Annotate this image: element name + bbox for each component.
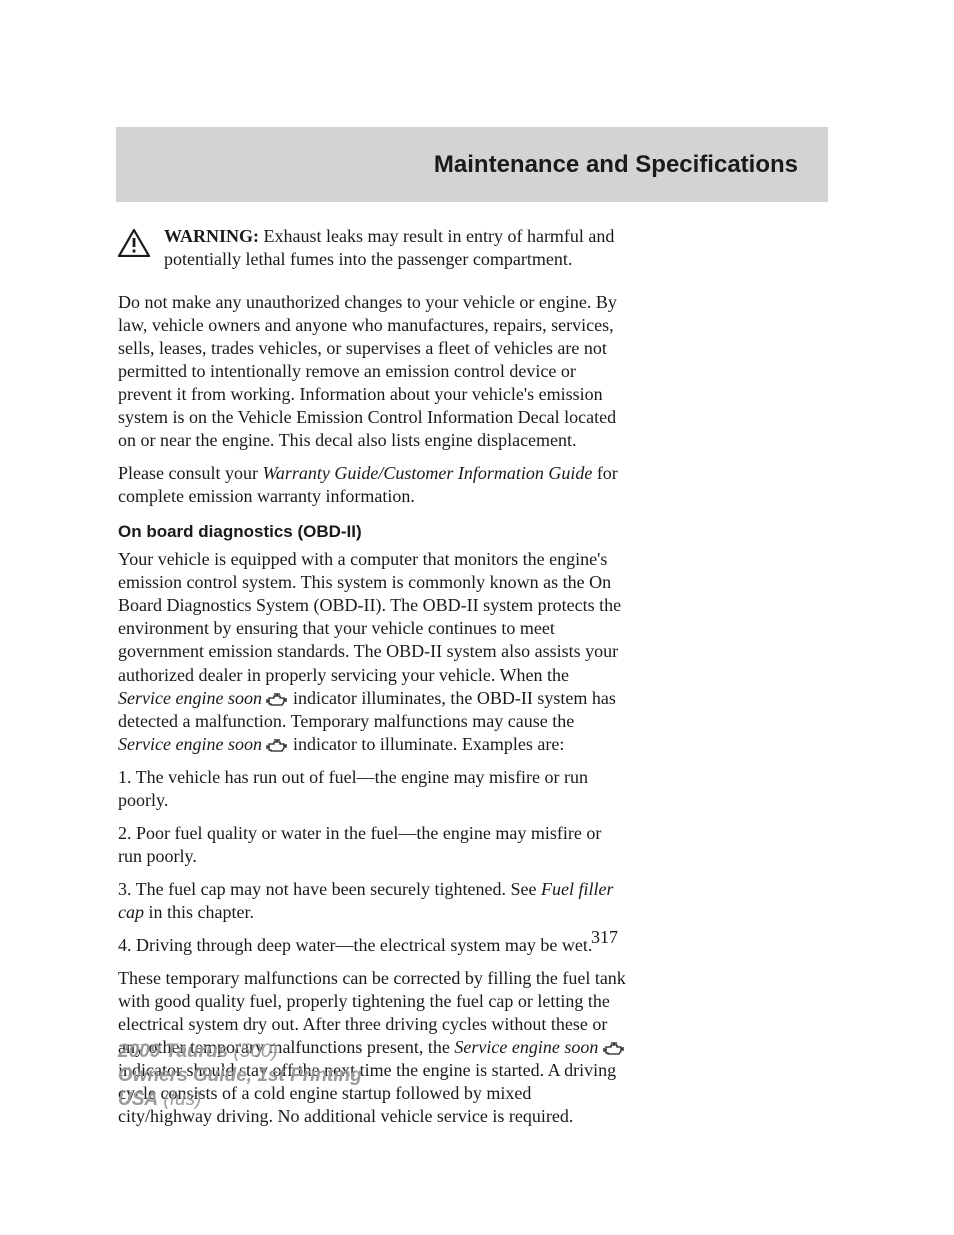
footer-fus: (fus)	[158, 1089, 201, 1110]
text: indicator to illuminate. Examples are:	[293, 734, 564, 754]
footer-model: 2009 Taurus	[118, 1041, 228, 1062]
paragraph: Do not make any unauthorized changes to …	[118, 291, 626, 452]
footer-country: USA	[118, 1089, 158, 1110]
footer: 2009 Taurus (500) Owners Guide, 1st Prin…	[118, 1040, 362, 1111]
paragraph: Please consult your Warranty Guide/Custo…	[118, 462, 626, 508]
footer-line: 2009 Taurus (500)	[118, 1040, 362, 1064]
list-item: 2. Poor fuel quality or water in the fue…	[118, 822, 626, 868]
list-item: 1. The vehicle has run out of fuel—the e…	[118, 766, 626, 812]
text: Your vehicle is equipped with a computer…	[118, 549, 621, 684]
text-italic: Service engine soon	[118, 688, 262, 708]
page-title: Maintenance and Specifications	[434, 151, 798, 179]
subheading: On board diagnostics (OBD-II)	[118, 522, 626, 542]
list-item: 3. The fuel cap may not have been secure…	[118, 878, 626, 924]
page: Maintenance and Specifications WARNING: …	[0, 0, 954, 1235]
warning-label: WARNING:	[164, 226, 259, 246]
text: Please consult your	[118, 463, 262, 483]
warning-block: WARNING: Exhaust leaks may result in ent…	[118, 225, 626, 271]
paragraph: Your vehicle is equipped with a computer…	[118, 548, 626, 755]
text: 3. The fuel cap may not have been secure…	[118, 879, 541, 899]
footer-line: Owners Guide, 1st Printing	[118, 1064, 362, 1088]
footer-model-paren: (500)	[228, 1041, 278, 1062]
header-band: Maintenance and Specifications	[116, 127, 828, 202]
footer-line: USA (fus)	[118, 1088, 362, 1112]
text: in this chapter.	[144, 902, 254, 922]
text-italic: Warranty Guide/Customer Information Guid…	[262, 463, 592, 483]
warning-text: WARNING: Exhaust leaks may result in ent…	[164, 225, 626, 271]
warning-triangle-icon	[118, 229, 150, 257]
list-item: 4. Driving through deep water—the electr…	[118, 934, 626, 957]
engine-icon	[603, 1041, 625, 1056]
content-area: WARNING: Exhaust leaks may result in ent…	[118, 225, 626, 1138]
engine-icon	[266, 692, 288, 707]
text-italic: Service engine soon	[118, 734, 262, 754]
engine-icon	[266, 738, 288, 753]
text-italic: Service engine soon	[454, 1037, 598, 1057]
footer-guide: Owners Guide, 1st Printing	[118, 1065, 362, 1086]
page-number: 317	[591, 927, 618, 948]
